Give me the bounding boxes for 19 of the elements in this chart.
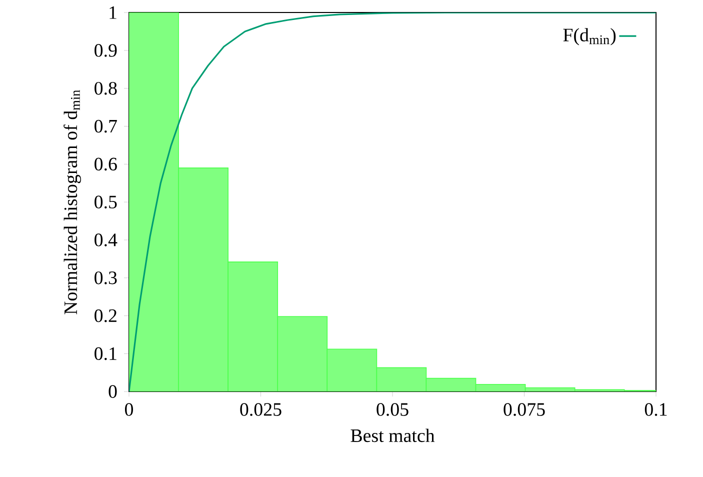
x-tick-label: 0.075 bbox=[504, 403, 545, 416]
y-tick-label: 0.9 bbox=[94, 44, 117, 58]
y-tick-label: 0 bbox=[108, 385, 117, 398]
x-tick-label: 0.1 bbox=[644, 403, 667, 416]
y-tick-label: 0.8 bbox=[94, 82, 117, 95]
legend-label: F(d$_{min}$) bbox=[563, 28, 616, 46]
y-tick-label: 0.2 bbox=[94, 310, 116, 322]
y-tick-label: 0.1 bbox=[94, 347, 116, 360]
x-axis-title: Best match bbox=[350, 428, 435, 442]
y-axis-title: Normalized histogram of d$_{min}$ bbox=[64, 90, 82, 315]
y-tick-label: 0.5 bbox=[94, 196, 117, 209]
y-tick-label: 0.6 bbox=[94, 158, 117, 171]
y-tick-label: 0.4 bbox=[94, 234, 118, 247]
x-tick-label: 0 bbox=[124, 403, 134, 416]
y-tick-label: 0.7 bbox=[94, 120, 117, 133]
y-tick-label: 1 bbox=[110, 6, 116, 20]
x-tick-label: 0.05 bbox=[376, 403, 408, 416]
x-tick-label: 0.025 bbox=[240, 403, 282, 416]
y-tick-label: 0.3 bbox=[94, 272, 117, 285]
